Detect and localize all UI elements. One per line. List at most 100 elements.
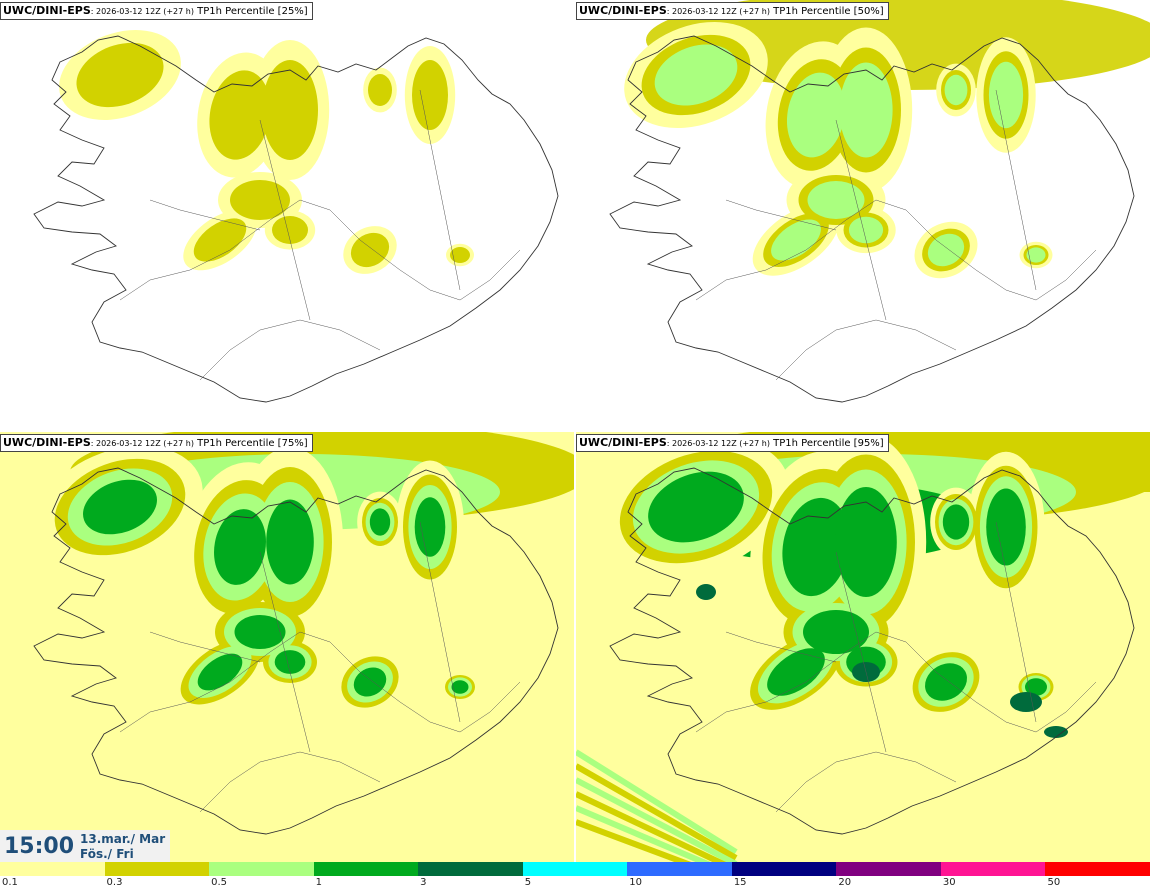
precip-blob [807,181,865,219]
road-line [775,751,957,813]
road-line [835,119,887,321]
precip-blob [786,72,846,158]
precip-blob [272,216,308,244]
valid-time-box: 15:00 13.mar./ Mar Fös./ Fri [0,830,170,862]
precip-blob [835,487,897,597]
colorbar-label: 0.1 [2,877,18,888]
precip-blob [214,509,266,585]
precip-blob [353,667,387,697]
precip-blob [414,497,446,557]
precip-blob [927,233,965,267]
precip-blob [771,219,821,261]
map-panel-p95: UWC/DINI-EPS: 2026-03-12 12Z (+27 h) TP1… [576,432,1150,862]
precip-blob [1026,247,1046,263]
precip-blob [839,62,893,158]
precip-blob [1025,678,1047,696]
valid-date: 13.mar./ Mar [80,832,166,846]
precip-blob [450,247,470,263]
coastline [33,467,559,835]
colorbar-label: 10 [629,877,642,888]
road-line [995,89,1037,291]
road-line [199,319,381,381]
road-line [695,199,1097,301]
precip-map-p25 [33,30,559,403]
colorbar-label: 50 [1047,877,1061,888]
road-line [419,521,461,723]
precip-blob [767,648,825,696]
map-panel-p25: UWC/DINI-EPS: 2026-03-12 12Z (+27 h) TP1… [0,0,574,430]
road-line [995,521,1037,723]
precip-map-p50 [609,0,1150,403]
precip-blob [76,42,164,108]
colorbar-label: 0.3 [106,877,123,888]
precip-blob [944,74,968,106]
road-line [259,119,311,321]
colorbar-label: 30 [942,877,956,888]
colorbar-segment [836,862,941,876]
precip-blob [696,584,716,600]
road-line [119,631,521,733]
colorbar-label: 3 [420,877,427,888]
precip-colorbar [0,862,1150,876]
precip-blob [209,70,271,160]
precip-blob [654,44,738,106]
colorbar-label: 0.5 [211,877,227,888]
precip-blob [193,218,247,262]
precip-blob [942,504,970,540]
road-line [835,551,887,753]
map-panel-p50: UWC/DINI-EPS: 2026-03-12 12Z (+27 h) TP1… [576,0,1150,430]
precip-blob [648,471,744,543]
road-line [725,199,837,231]
colorbar-segment [627,862,732,876]
precip-blob [803,610,869,654]
precip-streak [576,791,727,862]
precip-blob [451,680,469,694]
valid-time: 15:00 [4,834,75,859]
colorbar-segment [313,862,419,876]
precip-blob [1010,692,1042,712]
precip-blob [230,180,290,220]
precip-blob [350,232,390,268]
road-line [149,631,261,663]
colorbar-label: 15 [733,877,747,888]
precip-blob [986,488,1026,566]
precip-streak [576,805,711,862]
panel-title: UWC/DINI-EPS: 2026-03-12 12Z (+27 h) TP1… [0,2,313,20]
colorbar-segment [209,862,314,876]
colorbar-segment [940,862,1046,876]
precip-blob [274,650,306,674]
precip-streak [576,749,738,855]
colorbar-segment [104,862,210,876]
coastline [33,35,559,403]
colorbar-segment [418,862,523,876]
colorbar-labels: 0.1 0.3 0.5 1 3 5 10 15 20 30 50 [0,876,1150,890]
road-line [149,199,261,231]
precip-blob [234,615,286,649]
precip-map-p95 [576,432,1150,862]
panel-title: UWC/DINI-EPS: 2026-03-12 12Z (+27 h) TP1… [576,434,889,452]
colorbar-label: 20 [838,877,852,888]
coastline [609,35,1135,403]
colorbar-segment [731,862,837,876]
panel-title: UWC/DINI-EPS: 2026-03-12 12Z (+27 h) TP1… [576,2,889,20]
precip-blob [925,663,967,701]
map-panel-p75: UWC/DINI-EPS: 2026-03-12 12Z (+27 h) TP1… [0,432,574,862]
precip-blob [83,479,157,535]
precip-streak [576,763,738,861]
precip-streak [576,819,692,862]
colorbar-segment [0,862,105,876]
precip-blob [266,499,314,585]
precip-blob [412,60,448,130]
road-line [725,631,837,663]
valid-weekday: Fös./ Fri [80,847,134,861]
coastline [609,467,1135,835]
road-line [419,89,461,291]
road-line [119,199,521,301]
colorbar-label: 5 [524,877,532,888]
precip-blob [197,653,243,691]
colorbar-label: 1 [315,877,322,888]
colorbar-segment [1045,862,1150,876]
precip-blob [368,74,392,106]
precip-blob [782,497,850,597]
road-line [695,631,1097,733]
